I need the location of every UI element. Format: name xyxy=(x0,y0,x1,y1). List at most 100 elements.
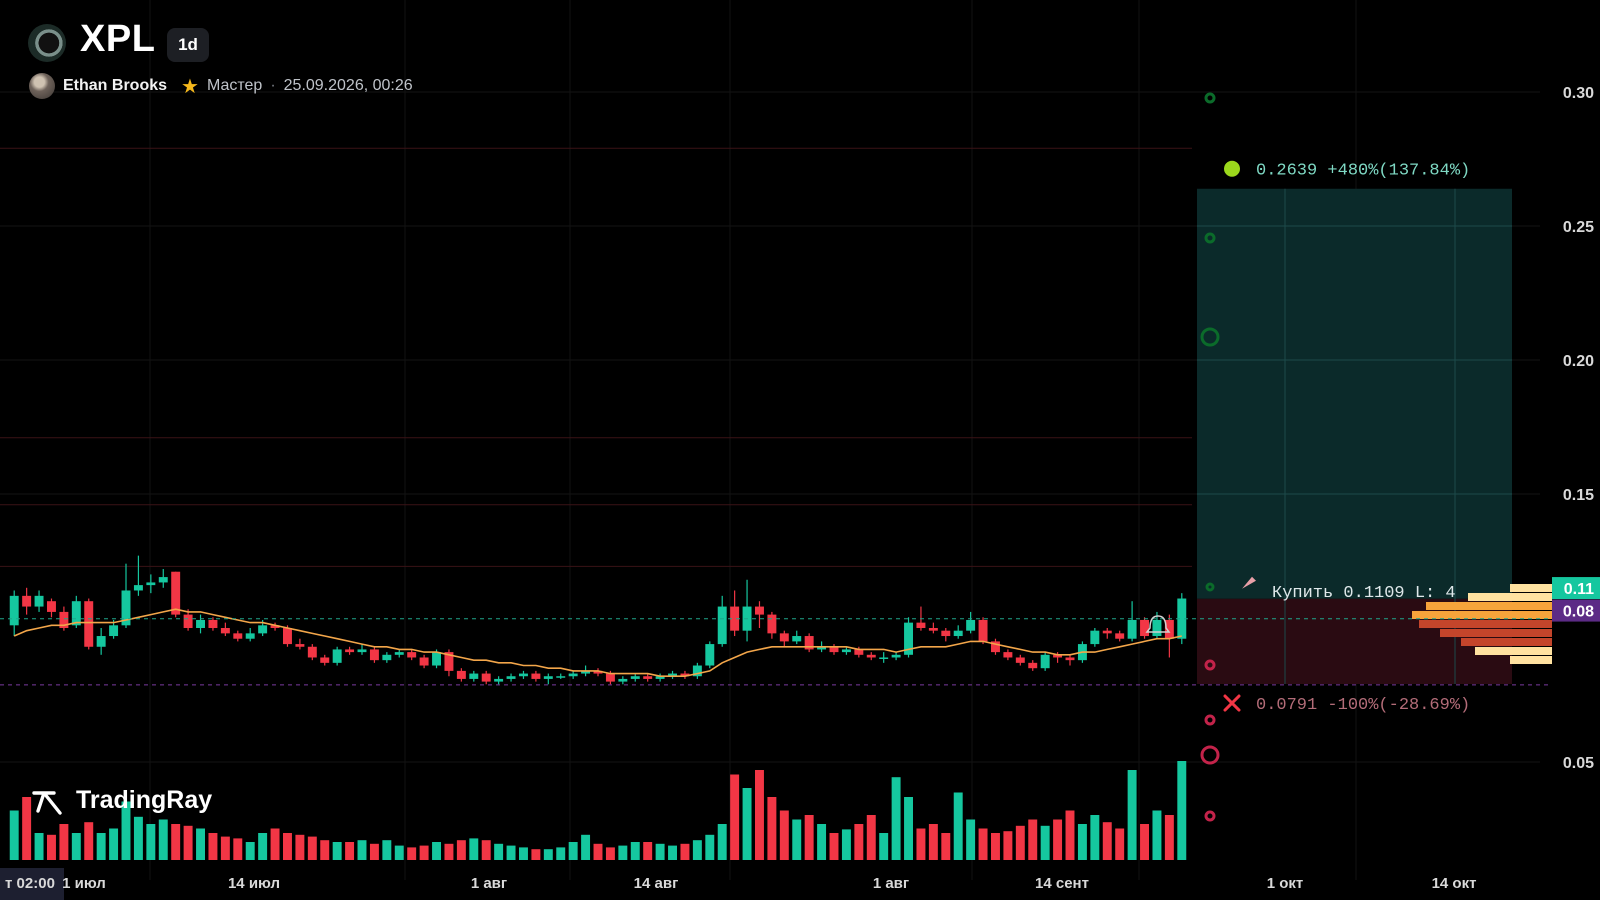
candle-body xyxy=(171,571,181,615)
candle-body xyxy=(382,654,392,661)
volume-bar xyxy=(953,792,963,860)
candle-body xyxy=(854,649,864,655)
volume-bar xyxy=(419,845,429,860)
price-tag xyxy=(1552,599,1600,622)
candle-body xyxy=(543,676,553,679)
candle-body xyxy=(643,676,653,679)
rocket-icon xyxy=(1242,576,1256,589)
volume-bar xyxy=(1152,810,1162,860)
volume-bar xyxy=(593,843,603,860)
y-tick-label: 0.20 xyxy=(1563,353,1594,370)
candle-body xyxy=(1164,619,1174,639)
volume-bar xyxy=(854,824,864,860)
x-tick-label: т 02:00 xyxy=(5,875,55,892)
candle-body xyxy=(96,636,106,647)
candle-body xyxy=(270,625,280,628)
candle-body xyxy=(394,652,404,655)
candle-body xyxy=(59,611,69,628)
candle-body xyxy=(605,673,615,682)
y-tick-label: 0.11 xyxy=(1564,581,1594,598)
volume-bar xyxy=(332,842,342,860)
candle-body xyxy=(618,678,628,682)
volume-bar xyxy=(394,845,404,860)
y-tick-label: 0.25 xyxy=(1563,219,1594,236)
volume-bar xyxy=(233,838,243,860)
candle-body xyxy=(680,673,690,677)
y-tick-label: 0.15 xyxy=(1563,487,1594,504)
volume-bar xyxy=(1003,831,1013,860)
candle-body xyxy=(978,619,988,642)
brand-watermark: TradingRay xyxy=(32,786,212,815)
volume-bar xyxy=(320,840,330,860)
volume-bar xyxy=(717,824,727,860)
volume-bar xyxy=(817,824,827,860)
candles xyxy=(9,555,1187,685)
volume-bar xyxy=(283,833,292,860)
volume-bar xyxy=(916,828,926,860)
volume-bar xyxy=(829,833,839,860)
candle-body xyxy=(730,606,740,631)
volume-bar xyxy=(966,819,976,860)
volume-bar xyxy=(196,828,205,860)
volume-bar xyxy=(531,849,541,860)
volume-bar xyxy=(991,833,1000,860)
candle-body xyxy=(655,676,665,679)
volume-bar xyxy=(904,797,913,860)
candle-body xyxy=(84,601,94,647)
volume-bar xyxy=(1177,761,1187,860)
volume-bar xyxy=(841,829,851,860)
candle-body xyxy=(133,585,143,591)
ma-line xyxy=(13,608,1182,678)
zone-marker xyxy=(1205,582,1215,592)
star-icon: ★ xyxy=(181,75,199,98)
volume-profile-bar xyxy=(1468,593,1552,601)
avatar[interactable] xyxy=(29,73,55,99)
volume-profile-bar xyxy=(1510,656,1552,664)
volume-bar xyxy=(295,834,305,860)
zone-marker xyxy=(1204,714,1216,726)
candle-body xyxy=(519,673,528,677)
volume-bar xyxy=(655,843,665,860)
volume-bar xyxy=(779,810,789,860)
x-tick-label: 1 авг xyxy=(471,875,507,892)
volume-bar xyxy=(519,847,528,860)
volume-bar xyxy=(220,836,230,860)
volume-bar xyxy=(1127,770,1137,860)
volume-bar xyxy=(59,824,69,860)
timeframe-badge[interactable]: 1d xyxy=(167,28,209,62)
volume-bar xyxy=(9,810,19,860)
volume-profile-bar xyxy=(1510,584,1552,592)
volume-bar xyxy=(270,828,280,860)
candle-body xyxy=(581,670,591,674)
volume-bar xyxy=(543,849,553,860)
candle-body xyxy=(705,644,715,666)
candle-body xyxy=(668,673,677,677)
candle-body xyxy=(568,673,578,677)
candle-body xyxy=(283,628,292,645)
candle-body xyxy=(1140,619,1149,637)
bell-icon xyxy=(1145,615,1171,633)
symbol-title[interactable]: XPL xyxy=(80,18,156,60)
candle-body xyxy=(928,628,938,631)
volume-bar xyxy=(481,840,491,860)
price-tag xyxy=(1552,577,1600,600)
candle-body xyxy=(357,649,367,653)
x-tick-label: 14 авг xyxy=(634,875,679,892)
volume-bar xyxy=(345,842,355,860)
candle-body xyxy=(1065,657,1075,661)
candle-body xyxy=(904,622,913,655)
candle-body xyxy=(432,652,441,666)
volume-bar xyxy=(432,842,441,860)
volume-bar xyxy=(1015,825,1025,860)
volume-bar xyxy=(258,833,268,860)
target-label: 0.2639 +480%(137.84%) xyxy=(1256,162,1470,181)
author-name[interactable]: Ethan Brooks xyxy=(63,77,168,94)
volume-profile-bar xyxy=(1426,602,1552,610)
candle-body xyxy=(121,590,131,626)
candle-body xyxy=(1028,662,1038,669)
volume-bar xyxy=(891,777,901,860)
volume-bar xyxy=(158,819,168,860)
volume-bar xyxy=(22,797,32,860)
candle-body xyxy=(717,606,727,645)
